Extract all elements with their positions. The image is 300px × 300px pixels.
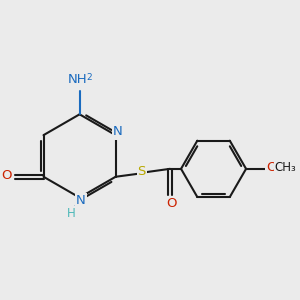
Text: 2: 2 — [86, 73, 92, 82]
Text: CH₃: CH₃ — [274, 161, 296, 174]
Text: N: N — [76, 194, 86, 207]
Text: S: S — [138, 165, 146, 178]
Text: H: H — [67, 207, 75, 220]
Text: NH: NH — [68, 73, 87, 86]
Text: O: O — [1, 169, 11, 182]
Text: O: O — [266, 161, 276, 174]
Text: O: O — [167, 197, 177, 210]
Text: N: N — [113, 125, 122, 139]
